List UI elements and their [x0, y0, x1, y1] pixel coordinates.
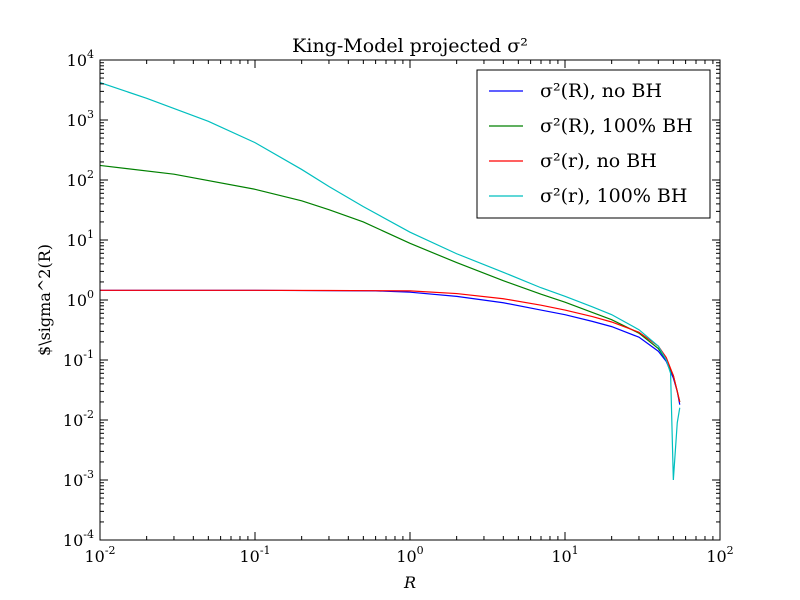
x-tick-label: 10-2 — [84, 544, 115, 566]
x-axis-label: R — [403, 573, 416, 592]
series-line-3 — [100, 289, 681, 403]
x-tick-label: 101 — [551, 544, 578, 566]
y-tick-label: 103 — [67, 108, 94, 130]
y-axis-label: $\sigma^2(R) — [35, 244, 54, 356]
x-tick-label: 10-1 — [239, 544, 270, 566]
axis-ticks: 10-2 10-1 100 101 102 10-4 10-3 10-2 10-1 100 101 1… — [63, 48, 734, 566]
legend-label-1: σ²(R), no BH — [540, 80, 662, 102]
y-tick-label: 102 — [67, 168, 94, 190]
x-tick-label: 100 — [396, 544, 423, 566]
y-tick-label: 10-4 — [63, 528, 94, 550]
y-tick-label: 104 — [67, 48, 94, 70]
legend-label-4: σ²(r), 100% BH — [540, 185, 687, 207]
legend: σ²(R), no BH σ²(R), 100% BH σ²(r), no BH σ²… — [476, 69, 711, 219]
chart-title: King-Model projected σ² — [292, 35, 528, 57]
series-line-4 — [99, 82, 681, 481]
legend-label-2: σ²(R), 100% BH — [540, 115, 693, 137]
x-tick-label: 102 — [706, 544, 733, 566]
y-tick-label: 10-1 — [63, 348, 94, 370]
y-tick-label: 100 — [67, 288, 94, 310]
plot-area — [99, 82, 681, 481]
y-tick-label: 10-2 — [63, 408, 94, 430]
legend-box — [476, 69, 711, 219]
y-tick-label: 10-3 — [63, 468, 94, 490]
legend-label-3: σ²(r), no BH — [540, 150, 657, 172]
y-tick-label: 101 — [67, 228, 94, 250]
